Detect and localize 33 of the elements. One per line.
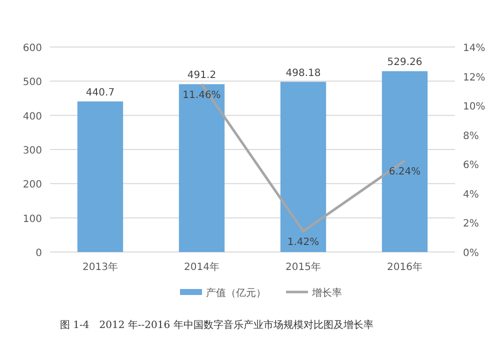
y2-tick-label: 4% bbox=[463, 189, 479, 200]
x-tick-label: 2013年 bbox=[82, 261, 118, 273]
y2-tick-label: 14% bbox=[463, 43, 486, 54]
y-tick-label: 300 bbox=[22, 146, 42, 156]
data-label: 498.18 bbox=[286, 68, 321, 79]
legend-label: 增长率 bbox=[311, 287, 342, 299]
bar bbox=[280, 82, 326, 252]
legend-label: 产值（亿元） bbox=[206, 287, 266, 299]
y-tick-label: 200 bbox=[22, 180, 42, 191]
y2-tick-label: 12% bbox=[463, 72, 486, 84]
data-label: 6.24% bbox=[388, 166, 421, 178]
y2-tick-label: 10% bbox=[463, 102, 486, 113]
data-label: 11.46% bbox=[182, 90, 221, 102]
bar bbox=[178, 84, 225, 252]
data-label: 1.42% bbox=[287, 237, 320, 248]
y-tick-label: 600 bbox=[22, 43, 42, 54]
data-label: 440.7 bbox=[86, 87, 115, 98]
y2-tick-label: 6% bbox=[463, 160, 479, 172]
y2-tick-label: 2% bbox=[463, 218, 479, 230]
y-tick-label: 0 bbox=[36, 248, 42, 259]
y-tick-label: 400 bbox=[22, 111, 42, 122]
data-label: 491.2 bbox=[187, 70, 216, 82]
y-tick-label: 500 bbox=[22, 77, 42, 88]
x-tick-label: 2014年 bbox=[184, 261, 220, 273]
y2-tick-label: 0% bbox=[463, 248, 479, 259]
bar bbox=[382, 71, 428, 252]
y2-tick-label: 8% bbox=[463, 130, 479, 142]
data-label: 529.26 bbox=[387, 57, 422, 68]
bar bbox=[77, 101, 124, 252]
caption: 图 1-4 2012 年--2016 年中国数字音乐产业市场规模对比图及增长率 bbox=[60, 319, 374, 331]
x-tick-label: 2015年 bbox=[286, 261, 321, 273]
y-tick-label: 100 bbox=[22, 214, 42, 225]
x-tick-label: 2016年 bbox=[387, 261, 422, 273]
